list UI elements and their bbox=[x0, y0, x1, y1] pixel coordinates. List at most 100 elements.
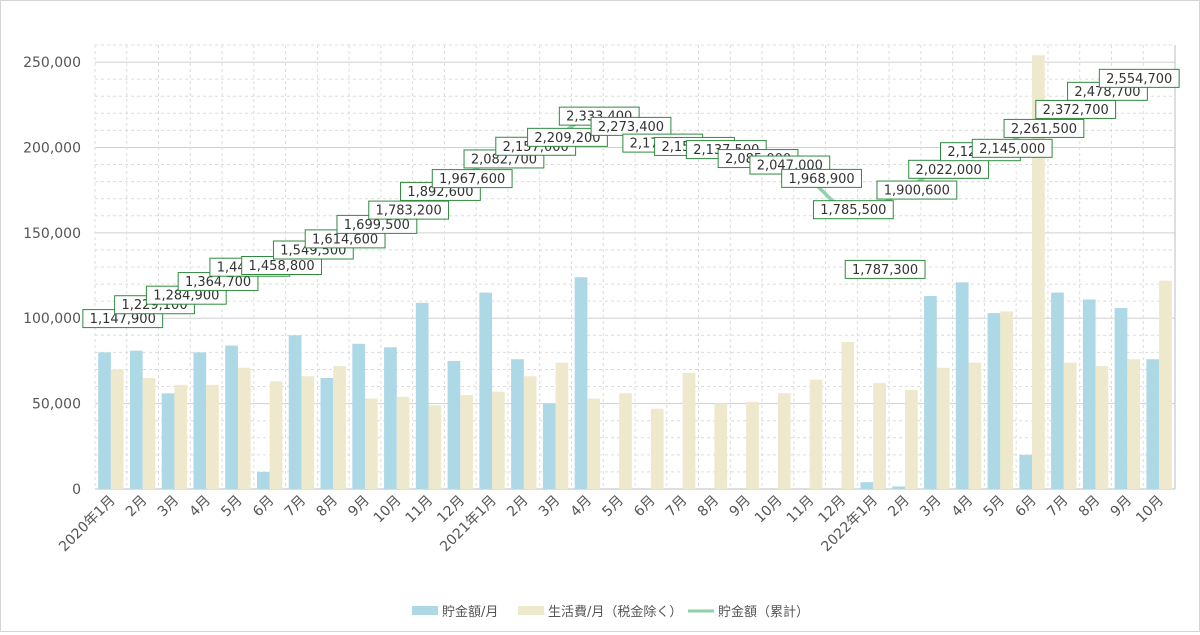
bar-living-cost bbox=[142, 378, 156, 489]
bar-living-cost bbox=[174, 384, 188, 489]
bar-living-cost bbox=[1127, 359, 1141, 489]
bar-savings bbox=[1114, 307, 1128, 489]
data-label: 1,364,700 bbox=[177, 272, 259, 292]
x-tick-label: 5月 bbox=[599, 493, 627, 521]
x-tick-label: 11月 bbox=[403, 493, 437, 527]
data-label-box bbox=[527, 127, 608, 147]
bar-living-cost bbox=[873, 383, 886, 489]
x-tick-label: 10月 bbox=[752, 493, 786, 527]
data-label: 1,783,200 bbox=[368, 200, 450, 220]
bar-savings bbox=[415, 302, 429, 489]
bar-savings bbox=[955, 282, 969, 489]
legend-item[interactable]: 貯金額/月 bbox=[412, 604, 498, 620]
bar-living-cost bbox=[460, 395, 473, 489]
bar-living-cost bbox=[809, 379, 823, 489]
data-label-text: 1,900,600 bbox=[884, 184, 950, 199]
data-label: 1,967,600 bbox=[431, 169, 513, 189]
x-tick-label: 8月 bbox=[1076, 493, 1104, 521]
y-tick-label: 100,000 bbox=[23, 311, 81, 327]
bar-savings bbox=[447, 360, 461, 489]
bar-savings bbox=[288, 335, 302, 489]
x-tick-label: 8月 bbox=[695, 493, 723, 521]
legend: 貯金額/月 生活費/月（税金除く） 貯金額（累計） bbox=[412, 604, 809, 620]
bar-savings bbox=[98, 352, 111, 489]
x-tick-label: 7月 bbox=[663, 493, 691, 521]
legend-label: 貯金額（累計） bbox=[718, 604, 809, 620]
data-label-text: 1,699,500 bbox=[344, 218, 410, 233]
x-tick-label: 9月 bbox=[1108, 493, 1136, 521]
x-tick-label: 6月 bbox=[250, 493, 278, 521]
data-label-text: 2,145,000 bbox=[979, 142, 1045, 157]
bar-savings bbox=[1082, 299, 1096, 489]
bar-living-cost bbox=[237, 367, 251, 489]
y-tick-label: 0 bbox=[72, 482, 81, 498]
bar-living-cost bbox=[714, 403, 728, 489]
bar-living-cost bbox=[333, 366, 346, 489]
data-label-text: 2,478,700 bbox=[1074, 85, 1140, 100]
x-tick-label: 10月 bbox=[1133, 493, 1167, 527]
bar-living-cost bbox=[555, 362, 569, 489]
bar-living-cost bbox=[587, 398, 601, 489]
data-label: 2,372,700 bbox=[1035, 99, 1117, 119]
y-axis: 0 50,000 100,000 150,000 200,000 250,000 bbox=[23, 55, 81, 498]
bar-living-cost bbox=[905, 389, 918, 489]
x-tick-label: 10月 bbox=[371, 493, 405, 527]
data-label-text: 2,554,700 bbox=[1106, 72, 1172, 87]
x-tick-label: 9月 bbox=[726, 493, 754, 521]
data-label-text: 1,284,900 bbox=[153, 289, 219, 304]
legend-item[interactable]: 貯金額（累計） bbox=[688, 604, 809, 620]
bar-living-cost bbox=[1063, 362, 1077, 489]
bar-savings bbox=[860, 482, 874, 489]
data-label-box bbox=[368, 200, 450, 220]
bar-savings bbox=[352, 343, 365, 489]
data-label-text: 2,372,700 bbox=[1043, 103, 1109, 118]
data-label-text: 2,273,400 bbox=[598, 120, 664, 135]
bar-living-cost bbox=[619, 393, 632, 489]
x-tick-label: 3月 bbox=[917, 493, 945, 521]
data-label-box bbox=[971, 138, 1053, 158]
data-label-box bbox=[1003, 118, 1085, 138]
bar-living-cost bbox=[650, 408, 664, 489]
bar-living-cost bbox=[492, 391, 505, 489]
data-label-box bbox=[431, 169, 513, 189]
x-tick-label: 4月 bbox=[949, 493, 977, 521]
y-tick-label: 250,000 bbox=[23, 55, 81, 71]
bar-savings bbox=[1019, 454, 1033, 489]
bar-living-cost bbox=[365, 398, 378, 489]
bar-savings bbox=[129, 350, 143, 489]
x-tick-label: 8月 bbox=[314, 493, 342, 521]
legend-swatch bbox=[518, 606, 544, 615]
data-label: 2,273,400 bbox=[590, 116, 672, 136]
data-label-text: 1,967,600 bbox=[439, 172, 505, 187]
data-label-box bbox=[876, 180, 958, 200]
data-label-text: 1,785,500 bbox=[820, 203, 886, 218]
bar-living-cost bbox=[396, 396, 410, 489]
legend-item[interactable]: 生活費/月（税金除く） bbox=[518, 604, 682, 620]
bar-savings bbox=[384, 347, 397, 489]
data-label-box bbox=[781, 168, 862, 188]
bar-living-cost bbox=[301, 376, 315, 489]
bar-savings bbox=[161, 393, 175, 489]
bar-savings bbox=[257, 471, 270, 489]
bar-savings bbox=[320, 378, 334, 489]
x-tick-label: 3月 bbox=[155, 493, 183, 521]
bar-living-cost bbox=[1095, 366, 1109, 489]
data-label-box bbox=[1098, 68, 1180, 88]
x-tick-label: 4月 bbox=[186, 493, 214, 521]
data-label-text: 2,022,000 bbox=[916, 163, 982, 178]
bar-savings bbox=[542, 403, 556, 489]
bar-savings bbox=[479, 292, 493, 489]
data-label-box bbox=[844, 259, 926, 279]
bar-living-cost bbox=[110, 369, 124, 489]
data-label: 1,787,300 bbox=[844, 259, 926, 279]
bar-living-cost bbox=[1000, 311, 1013, 489]
bar-living-cost bbox=[206, 384, 219, 489]
bar-savings bbox=[225, 345, 238, 489]
legend-label: 貯金額/月 bbox=[442, 604, 498, 620]
x-tick-label: 2月 bbox=[123, 493, 151, 521]
x-tick-label: 4月 bbox=[568, 493, 596, 521]
bar-living-cost bbox=[682, 372, 696, 489]
bar-living-cost bbox=[269, 381, 283, 489]
x-tick-label: 6月 bbox=[631, 493, 659, 521]
data-label-text: 1,968,900 bbox=[789, 172, 855, 187]
